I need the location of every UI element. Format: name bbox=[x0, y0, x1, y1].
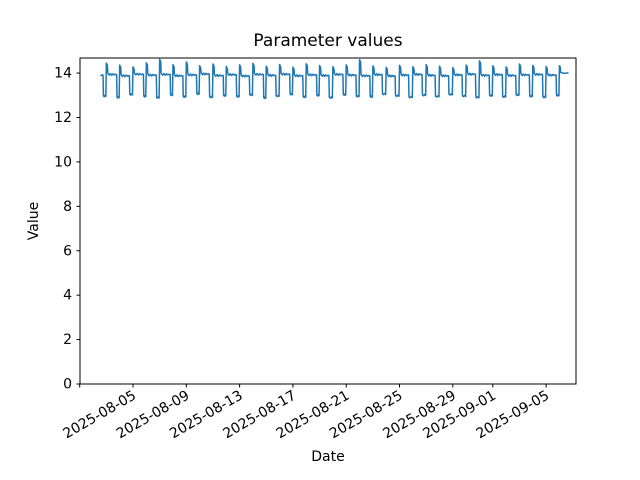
y-tick-label: 6 bbox=[63, 243, 72, 259]
y-tick-label: 14 bbox=[54, 66, 72, 82]
y-tick-label: 4 bbox=[63, 288, 72, 304]
y-tick-label: 8 bbox=[63, 199, 72, 215]
y-axis-label: Value bbox=[26, 202, 42, 240]
x-axis-ticks: 2025-08-052025-08-092025-08-132025-08-17… bbox=[61, 384, 552, 442]
y-axis-ticks: 0 2 4 6 8 10 12 14 bbox=[54, 66, 80, 393]
x-axis-label: Date bbox=[311, 449, 344, 465]
data-line bbox=[100, 58, 569, 100]
plot-area bbox=[79, 57, 577, 385]
y-tick-label: 2 bbox=[63, 332, 72, 348]
y-tick-label: 10 bbox=[54, 154, 72, 170]
plot-region bbox=[100, 58, 569, 100]
y-tick-label: 0 bbox=[63, 377, 72, 393]
y-tick-label: 12 bbox=[54, 110, 72, 126]
chart-title: Parameter values bbox=[253, 31, 402, 51]
